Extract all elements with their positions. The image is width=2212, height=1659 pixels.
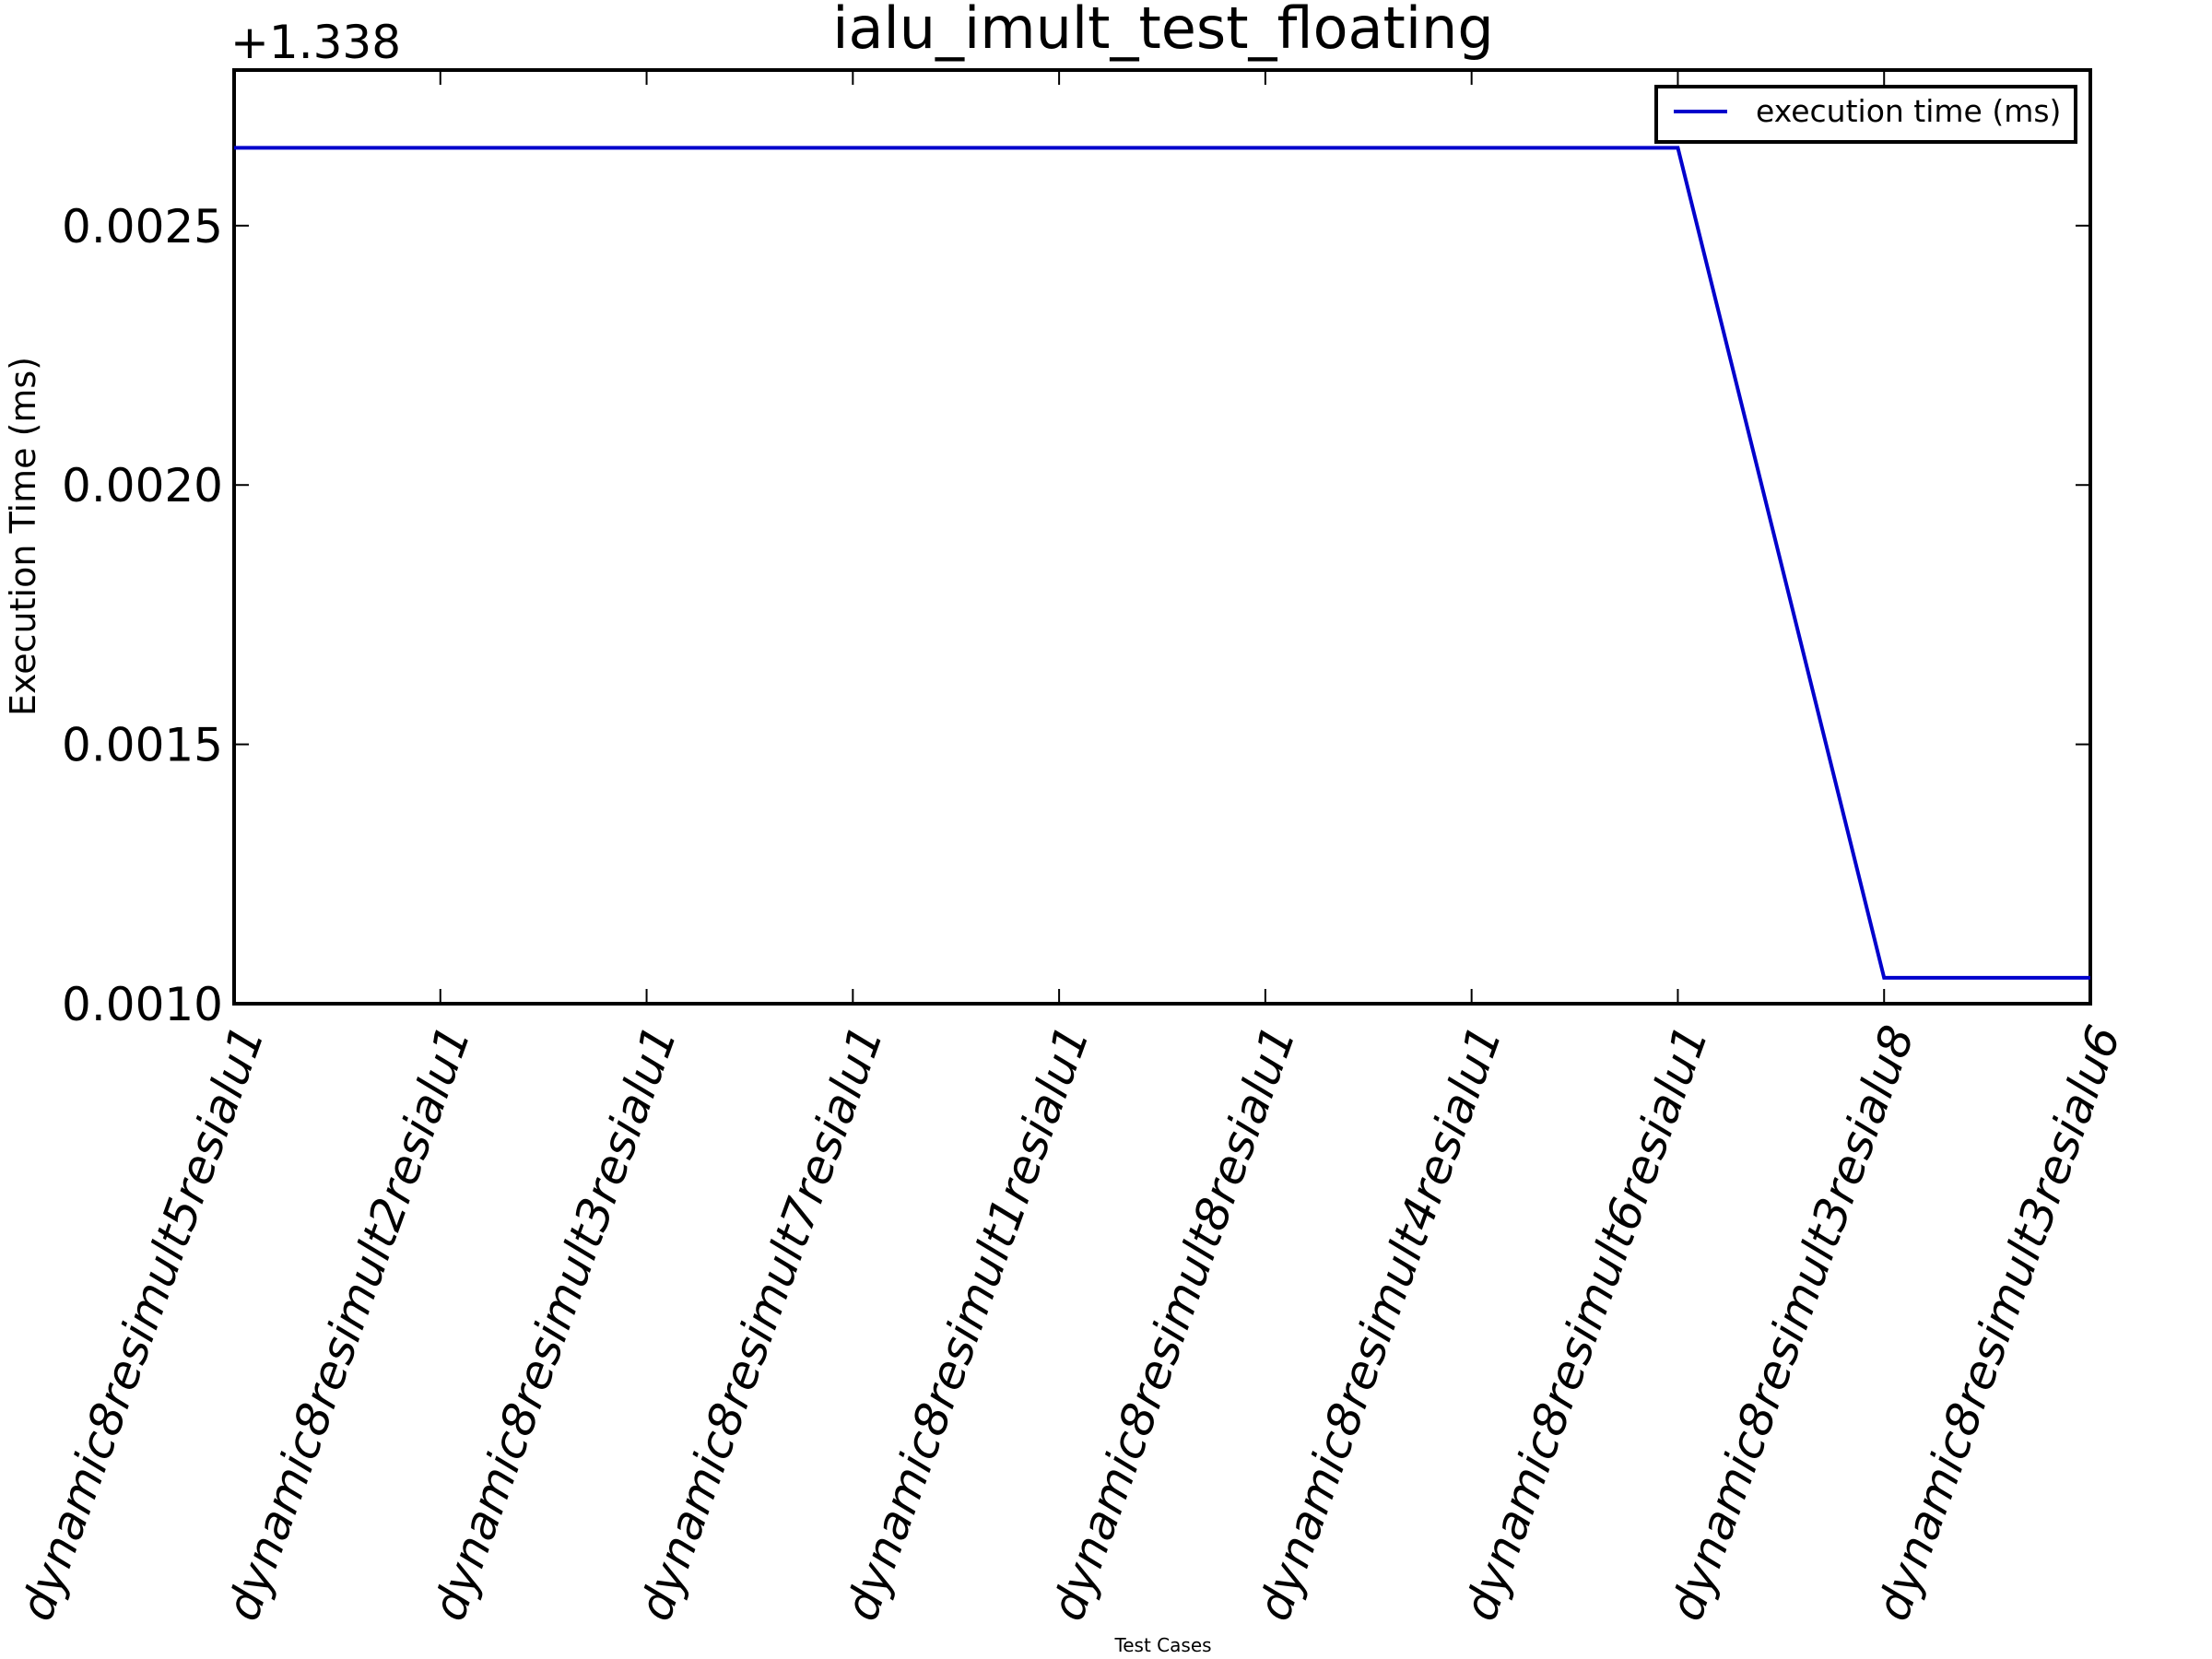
- y-tick-label: 0.0020: [62, 459, 223, 512]
- x-axis-label: Test Cases: [1113, 1634, 1211, 1656]
- y-axis-offset-label: +1.338: [230, 16, 401, 69]
- chart-title: ialu_imult_test_floating: [832, 0, 1493, 62]
- y-tick-label: 0.0025: [62, 200, 223, 253]
- legend: execution time (ms): [1656, 87, 2076, 142]
- legend-label: execution time (ms): [1756, 93, 2061, 129]
- y-axis-label: Execution Time (ms): [3, 357, 43, 716]
- y-tick-label: 0.0010: [62, 978, 223, 1031]
- y-tick-label: 0.0015: [62, 719, 223, 772]
